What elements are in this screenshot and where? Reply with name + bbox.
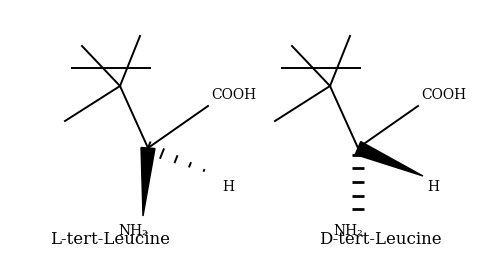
- Text: NH₂: NH₂: [333, 224, 363, 238]
- Text: COOH: COOH: [421, 88, 466, 102]
- Text: NH₂: NH₂: [118, 224, 148, 238]
- Text: COOH: COOH: [211, 88, 256, 102]
- Text: L-tert-Leucine: L-tert-Leucine: [50, 231, 170, 248]
- Text: H: H: [427, 180, 439, 194]
- Polygon shape: [141, 147, 155, 216]
- Text: H: H: [222, 180, 234, 194]
- Polygon shape: [355, 141, 423, 176]
- Text: D-tert-Leucine: D-tert-Leucine: [319, 231, 441, 248]
